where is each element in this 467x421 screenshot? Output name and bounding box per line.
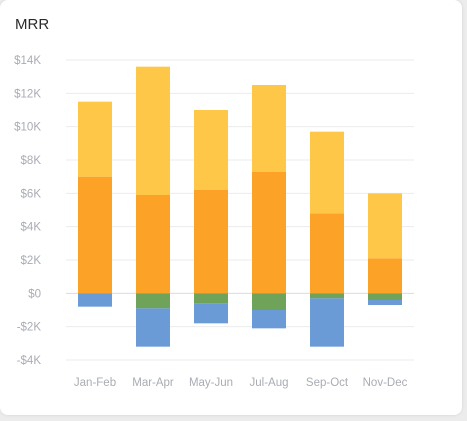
x-tick-label: Jan-Feb <box>74 377 116 389</box>
x-tick-label: Mar-Apr <box>132 377 174 389</box>
bar-segment <box>194 190 228 294</box>
bar-segment <box>194 110 228 190</box>
bar-segment <box>252 293 286 310</box>
x-tick-label: Nov-Dec <box>363 377 408 389</box>
y-tick-label: $10K <box>14 122 41 134</box>
y-tick-label: -$4K <box>17 355 42 367</box>
x-tick-label: Sep-Oct <box>306 377 349 389</box>
y-tick-label: $14K <box>14 55 41 67</box>
y-tick-label: $4K <box>21 222 42 234</box>
y-tick-label: $6K <box>21 188 42 200</box>
bar-segment <box>252 171 286 294</box>
bar-segment <box>136 293 170 309</box>
bar-segment <box>310 131 344 214</box>
mrr-chart-card: MRR $14K $12K $10K $8K $6K $4K $2K $0 -$2K -$4K Ja… <box>0 0 462 415</box>
mrr-stacked-bar-chart: $14K $12K $10K $8K $6K $4K $2K $0 -$2K -$4K Jan-Fe… <box>14 55 414 389</box>
bar-segment <box>78 176 112 294</box>
x-tick-label: Jul-Aug <box>250 377 289 389</box>
bar-segment <box>194 303 228 324</box>
bar-segment <box>252 310 286 329</box>
bar-segment <box>136 308 170 347</box>
bar-segment <box>368 300 402 305</box>
y-tick-label: -$2K <box>17 322 42 334</box>
bar-segment <box>310 298 344 347</box>
bar-segment <box>368 258 402 294</box>
bar-segment <box>78 293 112 307</box>
y-tick-label: $12K <box>14 88 41 100</box>
bar-segment <box>78 101 112 177</box>
chart-title: MRR <box>15 16 50 33</box>
bar-segment <box>252 85 286 172</box>
bar-segment <box>194 293 228 304</box>
bar-segment <box>310 213 344 294</box>
bar-segment <box>310 293 344 299</box>
y-tick-label: $8K <box>21 155 42 167</box>
bar-segment <box>368 293 402 300</box>
bar-segment <box>136 195 170 294</box>
bar-segment <box>368 193 402 259</box>
y-tick-label: $2K <box>21 255 42 267</box>
x-tick-label: May-Jun <box>189 377 233 389</box>
bar-segment <box>136 66 170 196</box>
y-tick-label: $0 <box>28 288 41 300</box>
